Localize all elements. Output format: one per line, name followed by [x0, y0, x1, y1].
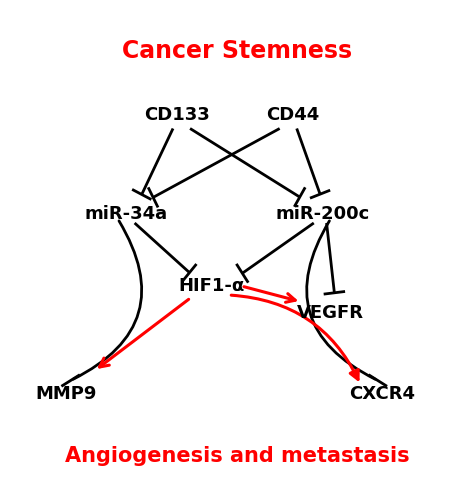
- FancyArrowPatch shape: [231, 295, 358, 380]
- Text: HIF1-α: HIF1-α: [178, 277, 245, 295]
- Text: Angiogenesis and metastasis: Angiogenesis and metastasis: [64, 446, 410, 466]
- FancyArrowPatch shape: [307, 221, 375, 380]
- Text: Cancer Stemness: Cancer Stemness: [122, 38, 352, 62]
- Text: miR-34a: miR-34a: [84, 205, 168, 223]
- Text: VEGFR: VEGFR: [297, 304, 365, 322]
- Text: MMP9: MMP9: [36, 385, 97, 403]
- Text: miR-200c: miR-200c: [275, 205, 369, 223]
- FancyArrowPatch shape: [73, 221, 142, 380]
- Text: CD44: CD44: [266, 106, 319, 124]
- Text: CD133: CD133: [145, 106, 210, 124]
- Text: CXCR4: CXCR4: [349, 385, 415, 403]
